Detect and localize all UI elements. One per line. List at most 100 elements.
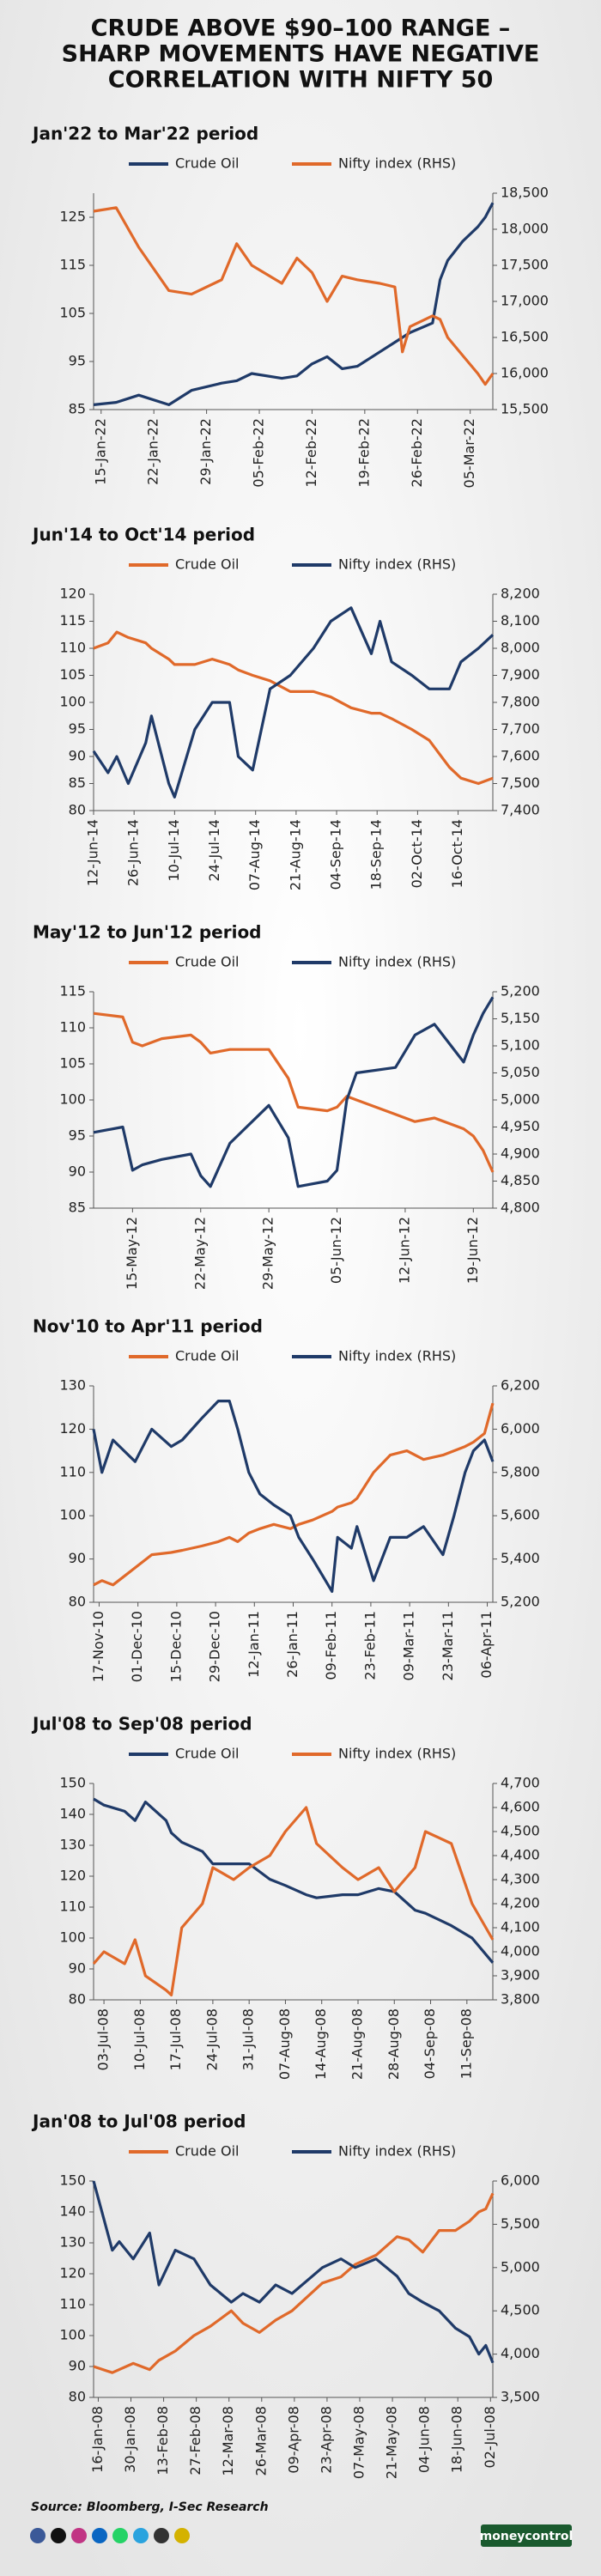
x-tick-label: 07-Aug-08 bbox=[276, 2008, 293, 2080]
y2-tick-label: 5,200 bbox=[501, 1594, 540, 1610]
x-tick-label: 27-Feb-08 bbox=[187, 2406, 203, 2476]
y2-tick-label: 4,000 bbox=[501, 1943, 540, 1959]
y-tick-label: 80 bbox=[69, 802, 86, 818]
icon-snapchat bbox=[174, 2528, 190, 2543]
x-tick-label: 21-Aug-08 bbox=[349, 2008, 365, 2080]
x-tick-label: 14-Aug-08 bbox=[313, 2008, 329, 2080]
y-tick-label: 120 bbox=[59, 1420, 86, 1437]
y-tick-label: 100 bbox=[59, 1507, 86, 1523]
social-icons bbox=[30, 2528, 190, 2543]
legend-label: Nifty index (RHS) bbox=[338, 1348, 456, 1364]
y-tick-label: 90 bbox=[69, 1960, 86, 1977]
x-tick-label: 06-Apr-11 bbox=[478, 1611, 495, 1679]
x-tick-label: 23-Apr-08 bbox=[318, 2406, 334, 2474]
x-tick-label: 23-Feb-11 bbox=[361, 1611, 378, 1680]
y2-tick-label: 8,000 bbox=[501, 640, 540, 656]
y2-tick-label: 17,500 bbox=[501, 257, 549, 273]
y2-tick-label: 5,500 bbox=[501, 2215, 540, 2232]
y-tick-label: 90 bbox=[69, 748, 86, 764]
y2-tick-label: 5,050 bbox=[501, 1064, 540, 1080]
y-tick-label: 150 bbox=[59, 1775, 86, 1791]
y2-tick-label: 3,800 bbox=[501, 1991, 540, 2008]
legend-label: Nifty index (RHS) bbox=[338, 2143, 456, 2160]
y2-tick-label: 7,500 bbox=[501, 775, 540, 791]
y-tick-label: 80 bbox=[69, 1594, 86, 1610]
series-line bbox=[92, 1400, 495, 1593]
y-tick-label: 90 bbox=[69, 2358, 86, 2374]
y2-tick-label: 4,300 bbox=[501, 1871, 540, 1887]
x-tick-label: 13-Feb-08 bbox=[155, 2406, 171, 2476]
x-tick-label: 26-Jun-14 bbox=[125, 819, 142, 886]
y2-tick-label: 4,200 bbox=[501, 1895, 540, 1911]
y2-tick-label: 5,000 bbox=[501, 1091, 540, 1108]
x-tick-label: 17-Jul-08 bbox=[167, 2008, 184, 2070]
y-tick-label: 80 bbox=[69, 2389, 86, 2405]
y-tick-label: 105 bbox=[59, 305, 86, 321]
x-tick-label: 28-Aug-08 bbox=[385, 2008, 402, 2080]
x-tick-label: 09-Feb-11 bbox=[323, 1611, 339, 1680]
y-tick-label: 85 bbox=[69, 775, 86, 791]
y2-tick-label: 4,400 bbox=[501, 1847, 540, 1863]
logo: moneycontrol bbox=[480, 2530, 574, 2543]
x-tick-label: 09-Mar-11 bbox=[401, 1611, 417, 1680]
series-line bbox=[93, 1797, 495, 1964]
y2-tick-label: 4,850 bbox=[501, 1172, 540, 1188]
x-tick-label: 16-Jan-08 bbox=[89, 2406, 106, 2473]
icon-facebook bbox=[30, 2528, 46, 2543]
y-tick-label: 85 bbox=[69, 401, 86, 417]
x-tick-label: 30-Jan-08 bbox=[122, 2406, 138, 2473]
y-tick-label: 110 bbox=[59, 1899, 86, 1915]
y-tick-label: 95 bbox=[69, 720, 86, 737]
y-tick-label: 85 bbox=[69, 1200, 86, 1216]
x-tick-label: 22-May-12 bbox=[191, 1217, 208, 1290]
legend-label: Nifty index (RHS) bbox=[338, 556, 456, 573]
x-tick-label: 19-Feb-22 bbox=[355, 418, 372, 488]
x-tick-label: 29-Dec-10 bbox=[207, 1611, 223, 1682]
x-tick-label: 02-Jul-08 bbox=[482, 2406, 498, 2468]
series-line bbox=[93, 206, 495, 386]
y-tick-label: 110 bbox=[59, 1019, 86, 1036]
y2-tick-label: 4,950 bbox=[501, 1118, 540, 1134]
y-tick-label: 140 bbox=[59, 2203, 86, 2220]
series-line bbox=[92, 606, 495, 799]
icon-x bbox=[51, 2528, 66, 2543]
x-tick-label: 10-Jul-14 bbox=[166, 819, 182, 881]
y-tick-label: 115 bbox=[59, 983, 86, 999]
x-tick-label: 29-Jan-22 bbox=[197, 418, 214, 485]
y2-tick-label: 5,000 bbox=[501, 2258, 540, 2275]
x-tick-label: 19-Jun-12 bbox=[464, 1217, 481, 1284]
icon-threads bbox=[154, 2528, 169, 2543]
x-tick-label: 15-Dec-10 bbox=[167, 1611, 184, 1682]
title-line: SHARP MOVEMENTS HAVE NEGATIVE bbox=[62, 41, 540, 68]
x-tick-label: 07-Aug-14 bbox=[246, 819, 263, 890]
icon-whatsapp bbox=[112, 2528, 128, 2543]
series-line bbox=[93, 996, 495, 1188]
series-line bbox=[92, 2180, 495, 2364]
series-line bbox=[93, 202, 495, 406]
x-tick-label: 16-Oct-14 bbox=[449, 819, 465, 888]
y2-tick-label: 4,500 bbox=[501, 1823, 540, 1839]
y2-tick-label: 4,500 bbox=[501, 2302, 540, 2318]
y-tick-label: 150 bbox=[59, 2172, 86, 2189]
y-tick-label: 120 bbox=[59, 2265, 86, 2281]
x-tick-label: 01-Dec-10 bbox=[129, 1611, 145, 1682]
x-tick-label: 31-Jul-08 bbox=[240, 2008, 257, 2070]
legend-label: Nifty index (RHS) bbox=[338, 155, 456, 172]
x-tick-label: 05-Mar-22 bbox=[461, 418, 477, 488]
y-tick-label: 95 bbox=[69, 1127, 86, 1144]
y2-tick-label: 7,900 bbox=[501, 666, 540, 683]
y2-tick-label: 16,000 bbox=[501, 365, 549, 381]
x-tick-label: 09-Apr-08 bbox=[285, 2406, 301, 2474]
legend-label: Crude Oil bbox=[175, 556, 239, 573]
x-tick-label: 10-Jul-08 bbox=[131, 2008, 148, 2070]
chart-title: Jul'08 to Sep'08 period bbox=[31, 1714, 252, 1735]
source-note: Source: Bloomberg, I-Sec Research bbox=[31, 2500, 269, 2514]
x-tick-label: 18-Sep-14 bbox=[368, 819, 385, 890]
y2-tick-label: 4,100 bbox=[501, 1919, 540, 1935]
y2-tick-label: 4,600 bbox=[501, 1799, 540, 1815]
y-tick-label: 125 bbox=[59, 209, 86, 225]
y-tick-label: 120 bbox=[59, 1868, 86, 1884]
y2-tick-label: 7,700 bbox=[501, 720, 540, 737]
